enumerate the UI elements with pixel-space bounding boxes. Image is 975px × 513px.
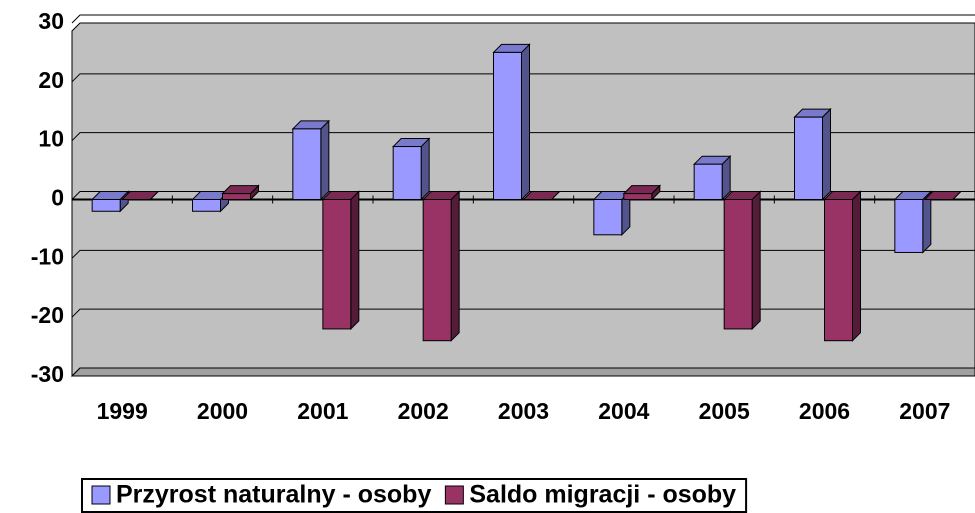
bar-top bbox=[120, 191, 160, 200]
bar-top bbox=[923, 191, 963, 200]
bar-front bbox=[292, 128, 322, 200]
bar bbox=[321, 190, 361, 331]
bar bbox=[421, 190, 461, 342]
bar-side bbox=[350, 190, 360, 331]
legend-swatch bbox=[444, 485, 464, 505]
legend-box bbox=[81, 478, 748, 513]
legend-swatch bbox=[91, 485, 111, 505]
grid-line bbox=[71, 249, 975, 259]
grid-line bbox=[71, 132, 975, 142]
bar-front bbox=[392, 146, 422, 201]
bar-front bbox=[91, 199, 121, 212]
x-tick-label: 2002 bbox=[398, 398, 449, 424]
x-tick-label: 2005 bbox=[699, 398, 750, 424]
bar-side bbox=[822, 107, 831, 201]
bar-front bbox=[723, 199, 753, 330]
bar-front bbox=[824, 199, 853, 342]
legend-label: Saldo migracji - osoby bbox=[469, 481, 736, 509]
legend-label: Przyrost naturalny - osoby bbox=[116, 481, 431, 509]
bar-side bbox=[320, 119, 330, 201]
bar-side bbox=[450, 190, 460, 342]
bar-front bbox=[493, 51, 522, 200]
bar bbox=[592, 190, 632, 237]
bar bbox=[923, 191, 963, 200]
bar-front bbox=[222, 193, 251, 201]
grid-line bbox=[71, 191, 975, 200]
bar bbox=[391, 137, 431, 201]
bar-front bbox=[693, 163, 723, 200]
grid-line bbox=[71, 73, 975, 83]
legend: Przyrost naturalny - osoby Saldo migracji… bbox=[81, 478, 748, 513]
bar bbox=[692, 154, 732, 201]
bar-front bbox=[422, 199, 452, 342]
bar-front bbox=[623, 193, 653, 201]
bar-front bbox=[593, 199, 623, 236]
x-tick-label: 2000 bbox=[197, 398, 248, 424]
x-tick-label: 2006 bbox=[799, 398, 850, 424]
bar bbox=[893, 190, 933, 254]
bar-side bbox=[420, 137, 430, 201]
grid-line bbox=[71, 14, 975, 24]
bar bbox=[823, 190, 862, 342]
y-tick-label: -10 bbox=[31, 243, 64, 269]
x-tick-label: 2003 bbox=[498, 398, 549, 424]
bar bbox=[622, 184, 662, 201]
bar-front bbox=[322, 199, 352, 330]
bar bbox=[120, 191, 160, 200]
grid-line bbox=[71, 308, 975, 318]
bar bbox=[221, 184, 260, 201]
bar bbox=[522, 191, 561, 200]
plot-floor bbox=[70, 367, 975, 377]
y-tick-label: -20 bbox=[31, 302, 64, 328]
bar bbox=[90, 190, 130, 213]
x-tick-label: 2001 bbox=[297, 398, 348, 424]
bar bbox=[492, 43, 531, 201]
y-tick-label: -30 bbox=[31, 361, 64, 387]
bar bbox=[291, 119, 331, 201]
bar-top bbox=[522, 191, 561, 200]
bar-front bbox=[894, 199, 924, 253]
y-tick-label: 30 bbox=[38, 8, 64, 34]
bar-front bbox=[794, 116, 823, 200]
bar-front bbox=[192, 199, 221, 212]
bar bbox=[793, 107, 832, 201]
bar-side bbox=[751, 190, 761, 331]
y-tick-label: 10 bbox=[38, 126, 64, 152]
y-tick-label: 20 bbox=[38, 67, 64, 93]
x-tick-label: 2007 bbox=[899, 398, 950, 424]
bar-side bbox=[852, 190, 861, 342]
grid-line bbox=[71, 367, 975, 377]
y-tick-label: 0 bbox=[51, 185, 64, 211]
bar-side bbox=[521, 43, 530, 201]
bar bbox=[722, 190, 762, 331]
bar-side bbox=[922, 190, 932, 254]
x-tick-label: 2004 bbox=[598, 398, 649, 424]
x-tick-label: 1999 bbox=[97, 398, 148, 424]
